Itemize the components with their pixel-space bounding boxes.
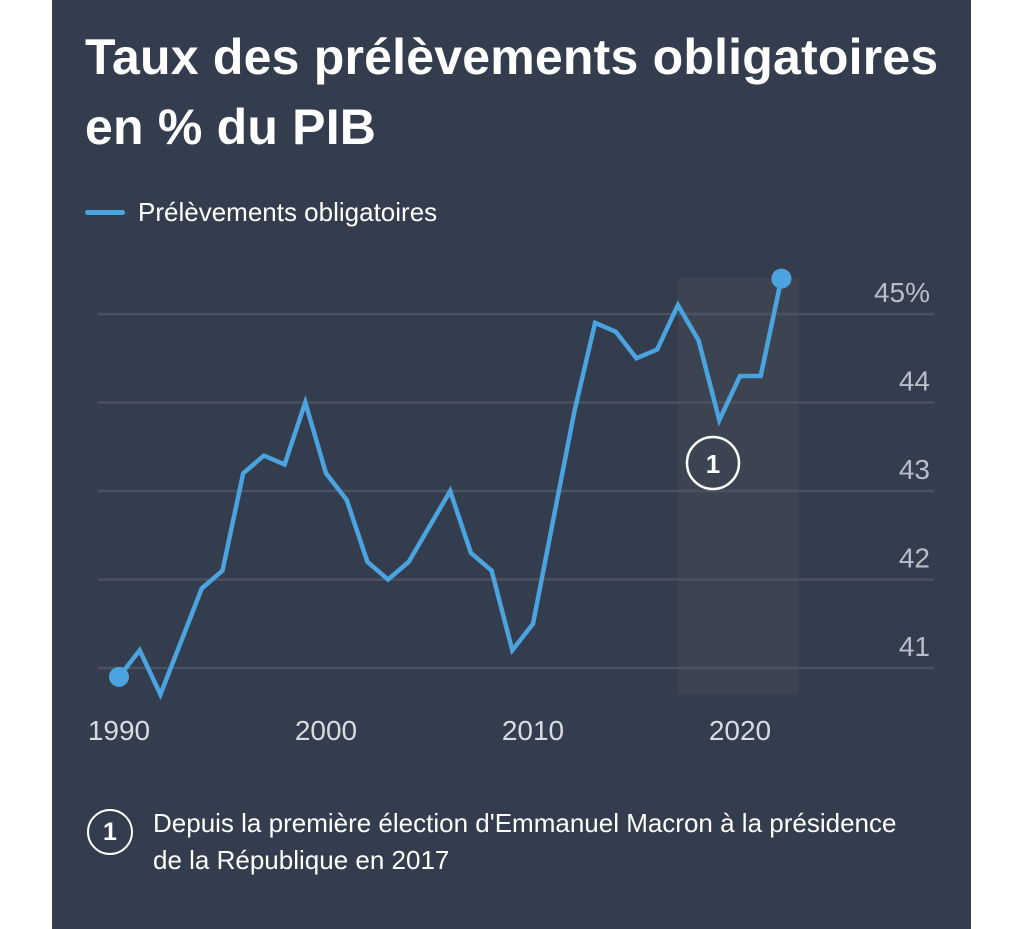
x-tick-label: 2000	[295, 715, 357, 746]
line-chart: 41 42 43 44 45% 1990 2000 2010 2020 1	[88, 268, 934, 746]
y-tick-label: 42	[899, 543, 930, 574]
x-tick-label: 1990	[88, 715, 150, 746]
y-tick-label: 43	[899, 454, 930, 485]
chart-title: Taux des prélèvements obligatoires en % …	[85, 29, 939, 155]
y-tick-label: 45%	[874, 277, 930, 308]
annotation-label: 1	[706, 449, 720, 479]
x-tick-label: 2020	[709, 715, 771, 746]
highlight-band	[677, 278, 799, 695]
footnote-marker-icon: 1	[87, 809, 133, 855]
y-tick-label: 44	[899, 366, 930, 397]
legend-line-swatch-icon	[85, 209, 125, 215]
chart-card: Taux des prélèvements obligatoires en % …	[52, 0, 971, 929]
y-tick-label: 41	[899, 631, 930, 662]
legend-label: Prélèvements obligatoires	[138, 196, 438, 227]
annotation-marker-icon	[685, 435, 741, 491]
footnote-text: Depuis la première élection d'Emmanuel M…	[153, 808, 897, 875]
x-tick-label: 2010	[502, 715, 564, 746]
series-line	[116, 276, 784, 701]
footnote: 1 Depuis la première élection d'Emmanuel…	[87, 805, 947, 879]
legend: Prélèvements obligatoires	[85, 194, 437, 230]
endpoint-marker	[109, 666, 129, 687]
endpoint-marker	[771, 268, 792, 289]
